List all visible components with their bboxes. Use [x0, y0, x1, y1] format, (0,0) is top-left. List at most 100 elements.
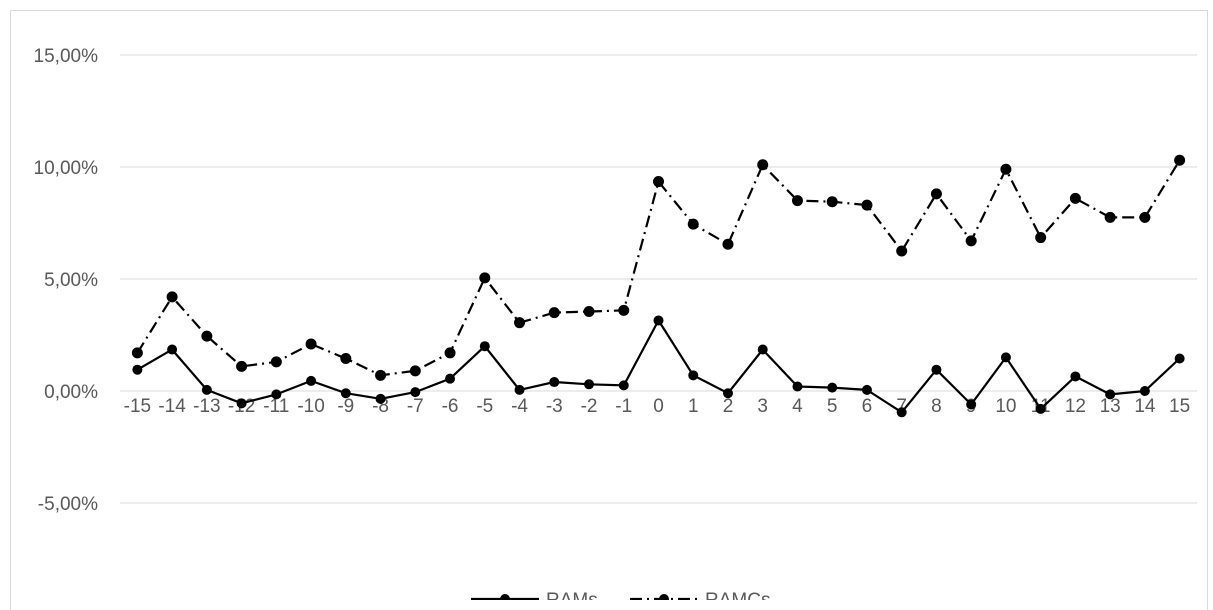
data-point-ramcs — [896, 245, 908, 257]
x-tick-label: 0 — [653, 396, 664, 417]
data-point-rams — [201, 384, 212, 395]
data-point-ramcs — [375, 369, 387, 381]
x-tick-label: -5 — [476, 396, 493, 417]
x-tick-label: -13 — [193, 396, 220, 417]
data-point-ramcs — [479, 272, 491, 284]
gridlines — [120, 54, 1197, 504]
data-point-ramcs — [514, 317, 526, 329]
legend-marker-rams — [500, 594, 510, 600]
data-point-ramcs — [1069, 192, 1081, 204]
data-point-rams — [1174, 353, 1185, 364]
data-point-rams — [410, 387, 421, 398]
y-tick-label: -5,00% — [38, 494, 98, 515]
data-point-ramcs — [791, 195, 803, 207]
data-point-rams — [688, 370, 699, 381]
x-tick-label: 1 — [688, 396, 699, 417]
x-tick-label: -2 — [581, 396, 598, 417]
data-point-rams — [236, 398, 247, 409]
data-point-ramcs — [444, 347, 456, 359]
data-point-rams — [757, 344, 768, 355]
data-point-rams — [1105, 389, 1116, 400]
data-point-ramcs — [409, 365, 421, 377]
data-point-ramcs — [548, 307, 560, 319]
x-tick-label: -11 — [263, 396, 289, 417]
data-point-ramcs — [965, 235, 977, 247]
data-point-rams — [792, 381, 803, 392]
data-point-ramcs — [583, 305, 595, 317]
data-point-ramcs — [1139, 211, 1151, 223]
x-tick-label: -9 — [337, 396, 354, 417]
data-point-rams — [827, 382, 838, 393]
data-point-rams — [861, 384, 872, 395]
x-tick-label: -6 — [442, 396, 459, 417]
data-point-rams — [584, 379, 595, 390]
legend-label-ramcs: RAMCs — [705, 590, 770, 600]
legend-marker-ramcs — [659, 594, 669, 600]
x-tick-label: 2 — [723, 396, 734, 417]
legend-label-rams: RAMs — [546, 590, 598, 600]
data-point-ramcs — [340, 353, 352, 365]
data-point-ramcs — [166, 291, 178, 303]
data-point-rams — [1035, 403, 1046, 414]
data-point-ramcs — [305, 338, 317, 350]
data-point-rams — [618, 380, 629, 391]
series-line-ramcs — [136, 159, 1181, 377]
y-tick-label: 5,00% — [44, 270, 98, 291]
x-tick-label: 7 — [896, 396, 907, 417]
x-tick-label: 10 — [995, 396, 1016, 417]
x-tick-label: 6 — [862, 396, 873, 417]
x-tick-label: 12 — [1065, 396, 1086, 417]
data-point-rams — [966, 399, 977, 410]
data-point-ramcs — [131, 347, 143, 359]
data-point-rams — [167, 344, 178, 355]
data-point-rams — [1139, 386, 1150, 396]
data-point-rams — [375, 393, 386, 404]
data-point-rams — [549, 377, 560, 388]
data-point-ramcs — [722, 238, 734, 250]
data-point-ramcs — [1174, 154, 1186, 166]
x-tick-label: -3 — [546, 396, 563, 417]
data-point-rams — [722, 388, 733, 399]
y-tick-label: 10,00% — [34, 158, 99, 179]
x-tick-label: 13 — [1100, 396, 1121, 417]
x-tick-label: 15 — [1169, 396, 1190, 417]
data-point-rams — [340, 388, 351, 399]
x-tick-label: -4 — [511, 396, 528, 417]
data-point-rams — [306, 375, 317, 386]
data-point-ramcs — [653, 176, 664, 188]
data-point-rams — [132, 364, 143, 375]
data-point-rams — [896, 407, 907, 418]
x-tick-label: 3 — [757, 396, 768, 417]
data-point-ramcs — [930, 188, 942, 200]
data-point-ramcs — [1000, 163, 1012, 175]
series-ramcs — [131, 154, 1186, 381]
y-tick-label: 15,00% — [34, 46, 99, 67]
x-tick-label: -14 — [158, 396, 186, 417]
data-point-rams — [1000, 352, 1011, 363]
x-tick-label: 8 — [931, 396, 942, 417]
data-point-ramcs — [1104, 211, 1116, 223]
data-point-rams — [1070, 371, 1081, 382]
x-tick-label: 4 — [792, 396, 803, 417]
data-point-rams — [445, 373, 456, 384]
legend: RAMs RAMCs — [471, 590, 770, 600]
x-tick-label: -10 — [297, 396, 324, 417]
data-point-ramcs — [861, 199, 873, 211]
data-point-rams — [271, 389, 282, 400]
x-axis-tick-labels: -15-14-13-12-11-10-9-8-7-6-5-4-3-2-10123… — [124, 396, 1191, 417]
data-point-ramcs — [826, 196, 838, 208]
series-layer — [131, 154, 1186, 418]
series-rams — [132, 315, 1185, 418]
data-point-ramcs — [1035, 232, 1047, 244]
data-point-rams — [514, 384, 525, 395]
data-point-rams — [931, 364, 942, 375]
data-point-ramcs — [618, 304, 630, 316]
chart-frame — [10, 10, 1208, 610]
data-point-rams — [653, 315, 664, 326]
data-point-ramcs — [236, 360, 248, 372]
data-point-ramcs — [687, 218, 699, 230]
x-tick-label: -15 — [124, 396, 151, 417]
x-tick-label: 5 — [827, 396, 838, 417]
data-point-ramcs — [757, 159, 769, 171]
